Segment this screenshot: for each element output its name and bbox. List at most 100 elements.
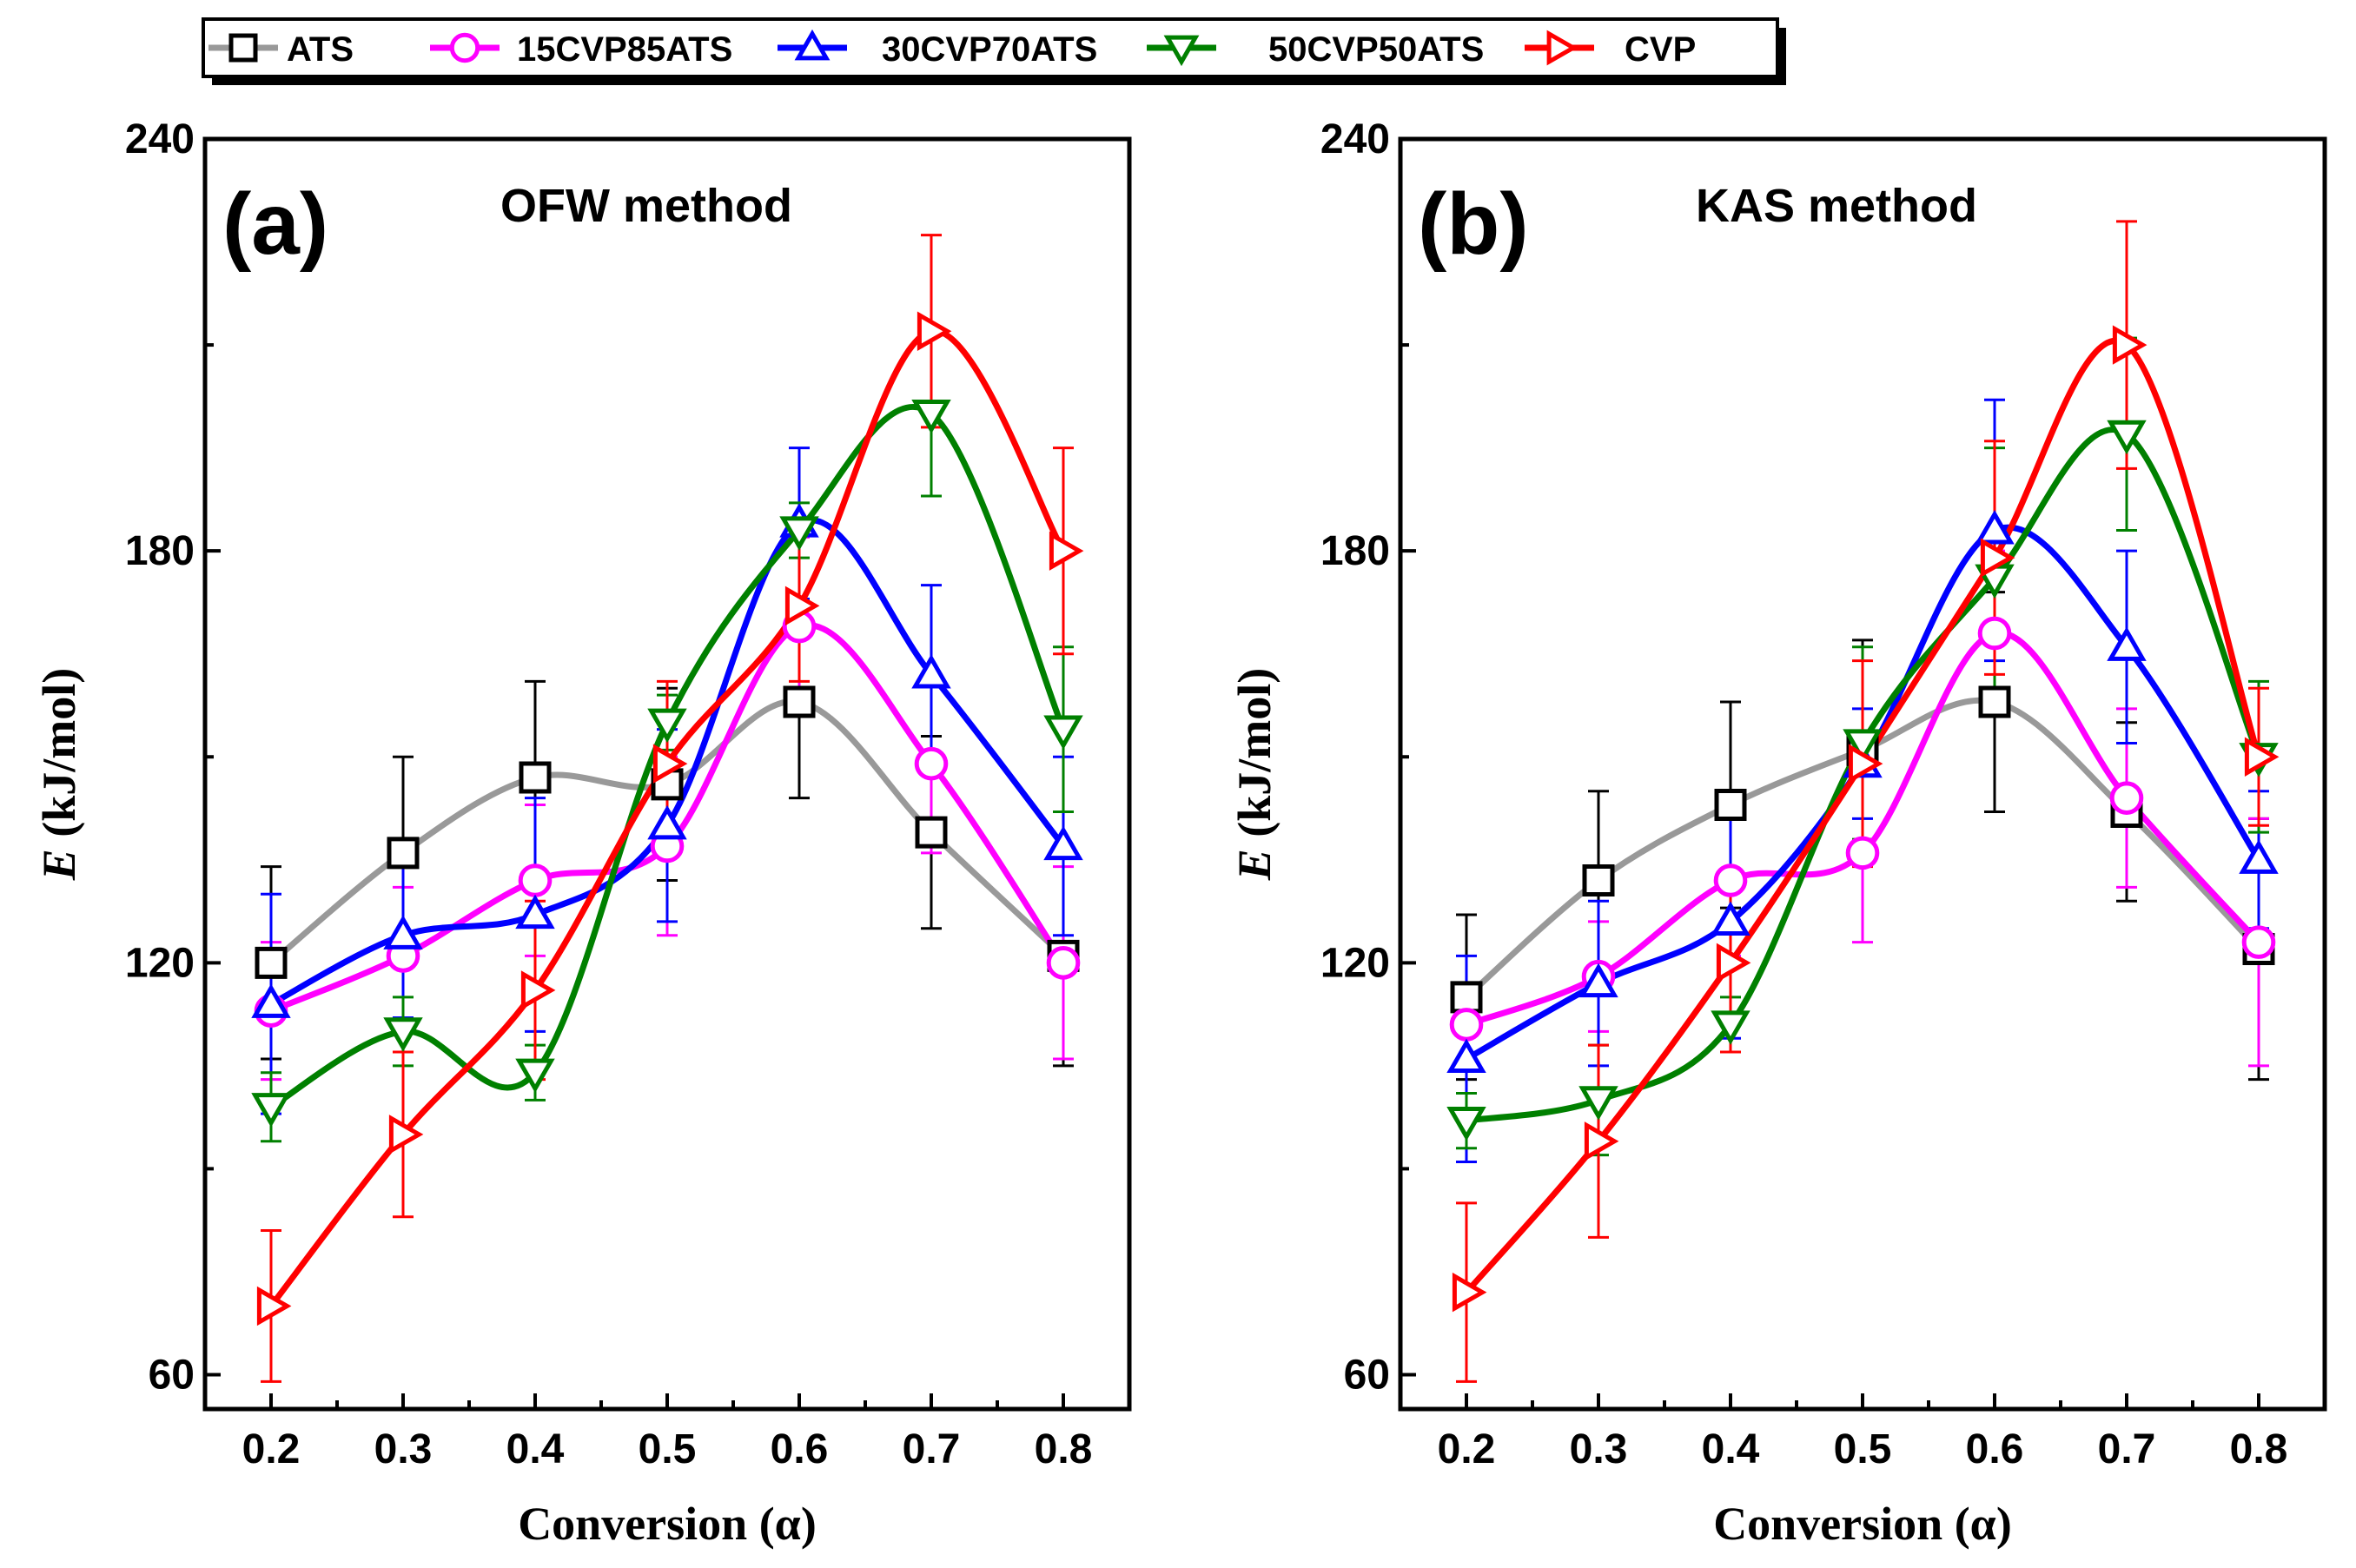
panel-b-point-30CVP70ATS	[1711, 901, 1750, 936]
panel-a-point-ATS	[915, 816, 948, 849]
panel-a-y-axis-title: E (kJ/mol)	[33, 668, 85, 882]
panel-a-x-tick-label: 0.8	[1035, 1426, 1093, 1472]
panel-b-y-axis-title: E (kJ/mol)	[1228, 668, 1281, 882]
panel-b-point-15CVP85ATS	[1713, 863, 1748, 897]
legend-label-15CVP85ATS: 15CVP85ATS	[517, 30, 732, 69]
panel-a-point-ATS	[519, 761, 552, 794]
legend-label-30CVP70ATS: 30CVP70ATS	[882, 30, 1097, 69]
panel-a-y-tick-label: 120	[125, 940, 195, 986]
panel-b-y-tick-label: 240	[1320, 116, 1390, 162]
panel-a-method-label: OFW method	[500, 180, 792, 232]
legend-label-50CVP50ATS: 50CVP50ATS	[1268, 30, 1484, 69]
panel-b-point-30CVP70ATS	[2107, 626, 2147, 661]
panel-b-x-tick-label: 0.5	[1834, 1426, 1892, 1472]
panel-a-panel-letter: (a)	[222, 175, 328, 273]
panel-b-y-tick-label: 60	[1344, 1352, 1390, 1398]
panel-b-point-15CVP85ATS	[1845, 836, 1880, 870]
panel-b-point-CVP	[1980, 538, 2015, 578]
panel-a-point-CVP	[1049, 531, 1084, 571]
panel-b-point-30CVP70ATS	[1578, 963, 1618, 998]
panel-b-errorbars-CVP	[1456, 220, 2269, 1383]
panel-a-point-CVP	[520, 970, 556, 1010]
panel-b-line-50CVP50ATS	[1463, 427, 2262, 1124]
panel-b-point-ATS	[1978, 685, 2011, 718]
panel-b-point-CVP	[1452, 1272, 1487, 1313]
panel-b-y-tick-label: 180	[1320, 528, 1390, 574]
panel-a-point-30CVP70ATS	[383, 915, 423, 949]
panel-a-point-30CVP70ATS	[911, 653, 951, 689]
panel-b-point-ATS	[1714, 789, 1747, 822]
panel-b-x-tick-label: 0.6	[1966, 1426, 2024, 1472]
panel-b-point-50CVP50ATS	[1843, 729, 1883, 764]
panel-b-x-tick-label: 0.7	[2098, 1426, 2156, 1472]
panel-b-point-50CVP50ATS	[1711, 1010, 1750, 1045]
panel-a-point-30CVP70ATS	[1043, 825, 1083, 861]
panel-a-y-tick-label: 60	[149, 1352, 195, 1398]
panel-a-point-ATS	[387, 837, 420, 870]
legend: ATS 15CVP85ATS 30CVP70ATS 50CVP50ATS CVP	[202, 17, 1786, 85]
panel-a-line-50CVP50ATS	[268, 404, 1067, 1110]
panel-a-y-tick-label: 240	[125, 116, 195, 162]
panel-b-x-tick-label: 0.4	[1702, 1426, 1760, 1472]
panel-a-point-ATS	[783, 685, 816, 718]
legend-marker-50CVP50ATS	[1163, 35, 1200, 67]
panel-b-markers-CVP	[1452, 325, 2280, 1313]
panel-b-point-CVP	[2244, 737, 2280, 777]
panel-a-x-tick-label: 0.7	[903, 1426, 961, 1472]
legend-label-ATS: ATS	[287, 30, 354, 69]
panel-a-point-30CVP70ATS	[251, 983, 291, 1018]
panel-a-point-15CVP85ATS	[914, 746, 949, 781]
panel-b-method-label: KAS method	[1696, 180, 1977, 232]
panel-a-point-CVP	[256, 1286, 292, 1327]
panel-b-point-15CVP85ATS	[2109, 781, 2144, 815]
panel-b-point-CVP	[2112, 325, 2148, 365]
panel-b-y-tick-label: 120	[1320, 940, 1390, 986]
panel-a: 60 120 180 240 0.2 0.3 0.4 0.5 0.6 0.7 0.8 Conversi…	[33, 116, 1132, 1550]
panel-b-panel-letter: (b)	[1418, 175, 1529, 273]
panel-a-x-tick-label: 0.2	[242, 1426, 301, 1472]
panel-a-point-50CVP50ATS	[515, 1058, 555, 1094]
panel-b-point-CVP	[1848, 744, 1883, 784]
legend-label-CVP: CVP	[1625, 30, 1696, 69]
panel-b-point-30CVP70ATS	[1446, 1038, 1486, 1074]
panel-b-point-30CVP70ATS	[1975, 510, 2015, 545]
legend-marker-30CVP70ATS	[794, 29, 831, 61]
panel-a-point-15CVP85ATS	[518, 863, 553, 897]
panel-a-x-tick-label: 0.5	[639, 1426, 697, 1472]
panel-a-markers-CVP	[256, 311, 1084, 1327]
panel-b-point-50CVP50ATS	[1446, 1106, 1486, 1141]
panel-b-line-CVP	[1463, 338, 2262, 1296]
panel-a-point-CVP	[917, 311, 952, 351]
panel-b-point-ATS	[1582, 863, 1615, 896]
panel-a-point-30CVP70ATS	[515, 894, 555, 930]
panel-a-y-axis-title-symbol: E	[33, 849, 85, 881]
legend-marker-ATS	[228, 33, 258, 63]
panel-b-x-tick-label: 0.8	[2230, 1426, 2288, 1472]
panel-b-x-tick-label: 0.3	[1570, 1426, 1628, 1472]
panel-a-point-CVP	[784, 586, 820, 626]
panel-b-point-ATS	[1450, 981, 1483, 1014]
legend-marker-CVP	[1546, 30, 1578, 66]
legend-marker-15CVP85ATS	[449, 32, 480, 63]
panel-a-x-axis-title: Conversion (α)	[518, 1498, 817, 1550]
panel-a-markers-50CVP50ATS	[251, 400, 1083, 1128]
panel-b-x-axis-title: Conversion (α)	[1713, 1498, 2012, 1550]
panel-a-y-axis-title-unit: (kJ/mol)	[33, 668, 85, 850]
panel-a-point-CVP	[388, 1115, 424, 1154]
panel-a-x-tick-label: 0.6	[771, 1426, 829, 1472]
panel-a-point-50CVP50ATS	[911, 400, 951, 434]
panel-b-x-tick-label: 0.2	[1438, 1426, 1496, 1472]
panel-a-y-tick-label: 180	[125, 528, 195, 574]
panel-a-point-50CVP50ATS	[779, 516, 819, 551]
panel-b-point-30CVP70ATS	[2239, 839, 2279, 874]
panel-b: 60 120 180 240 0.2 0.3 0.4 0.5 0.6 0.7 0.8 Conversi…	[1228, 116, 2327, 1550]
panel-a-point-50CVP50ATS	[647, 708, 687, 744]
panel-a-point-CVP	[652, 744, 688, 784]
panel-a-point-50CVP50ATS	[383, 1017, 423, 1052]
panel-b-markers-15CVP85ATS	[1449, 616, 2276, 1042]
panel-b-y-axis-title-unit: (kJ/mol)	[1228, 668, 1281, 850]
panel-b-point-15CVP85ATS	[1449, 1008, 1484, 1042]
panel-b-y-axis-title-symbol: E	[1228, 849, 1281, 881]
panel-b-point-15CVP85ATS	[2241, 925, 2276, 959]
